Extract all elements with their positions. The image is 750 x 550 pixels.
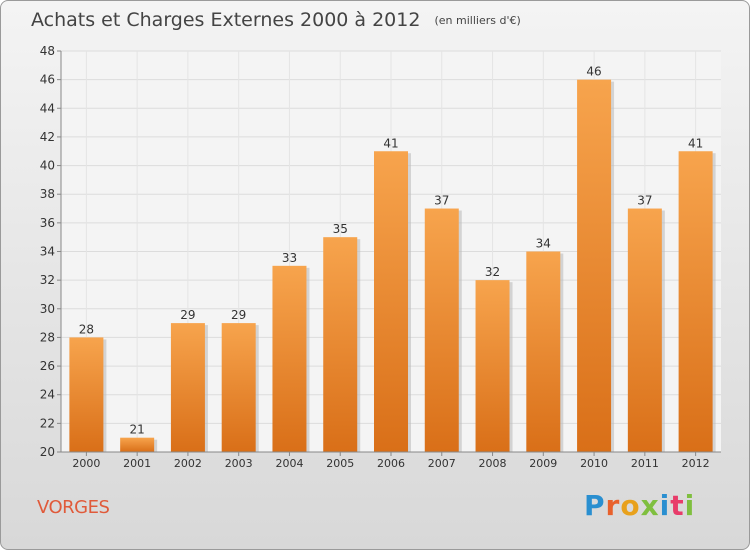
x-tick-label: 2010 (580, 457, 608, 470)
y-tick-label: 22 (40, 416, 55, 430)
place-name: VORGES (37, 497, 110, 518)
bar-2004 (272, 265, 307, 452)
logo-letter: P (584, 489, 606, 522)
value-label: 29 (231, 308, 246, 322)
value-label: 34 (536, 237, 551, 251)
logo-letter: t (670, 489, 685, 522)
y-tick-label: 46 (40, 73, 55, 87)
y-tick-label: 32 (40, 273, 55, 287)
bar-2008 (475, 280, 510, 452)
y-tick-label: 34 (40, 245, 55, 259)
y-tick-label: 30 (40, 302, 55, 316)
bar-2002 (170, 323, 205, 452)
x-tick-label: 2007 (428, 457, 456, 470)
proxiti-logo: Proxiti (584, 489, 695, 522)
x-tick-label: 2005 (326, 457, 354, 470)
y-tick-label: 38 (40, 187, 55, 201)
x-tick-label: 2012 (682, 457, 710, 470)
x-tick-label: 2009 (529, 457, 557, 470)
y-tick-label: 20 (40, 445, 55, 459)
bar-2001 (120, 437, 155, 452)
value-label: 32 (485, 265, 500, 279)
x-tick-label: 2008 (479, 457, 507, 470)
y-tick-label: 44 (40, 101, 55, 115)
x-tick-label: 2002 (174, 457, 202, 470)
logo-letter: o (620, 489, 641, 522)
value-label: 37 (434, 194, 449, 208)
x-tick-label: 2000 (72, 457, 100, 470)
y-tick-label: 48 (40, 44, 55, 58)
value-label: 35 (333, 222, 348, 236)
logo-letter: r (605, 489, 621, 522)
value-label: 28 (79, 322, 94, 336)
bar-2011 (627, 208, 662, 452)
bars: 28 21 29 29 33 35 41 37 32 34 46 37 41 (69, 65, 716, 453)
x-tick-label: 2011 (631, 457, 659, 470)
bar-2012 (678, 151, 713, 452)
bar-2005 (323, 237, 358, 452)
chart-unit: (en milliers d'€) (434, 14, 521, 27)
x-tick-label: 2004 (275, 457, 303, 470)
value-label: 33 (282, 251, 297, 265)
y-tick-label: 26 (40, 359, 55, 373)
logo-letter: x (640, 489, 660, 522)
bar-2003 (221, 323, 256, 452)
x-tick-label: 2003 (225, 457, 253, 470)
bar-2007 (424, 208, 459, 452)
chart-title: Achats et Charges Externes 2000 à 2012 (… (31, 9, 521, 31)
axes: 20 22 24 26 28 30 32 34 36 38 40 42 44 46 48 2000 2001 20… (40, 44, 721, 470)
x-tick-label: 2006 (377, 457, 405, 470)
y-tick-label: 28 (40, 330, 55, 344)
bar-2009 (526, 251, 561, 452)
y-tick-label: 42 (40, 130, 55, 144)
bar-2010 (577, 79, 612, 453)
y-tick-label: 40 (40, 159, 55, 173)
logo-letter: i (684, 489, 696, 522)
value-label: 46 (586, 65, 601, 79)
y-tick-label: 24 (40, 388, 55, 402)
value-label: 29 (180, 308, 195, 322)
value-label: 41 (383, 136, 398, 150)
x-tick-label: 2001 (123, 457, 151, 470)
bar-2000 (69, 337, 104, 452)
value-label: 21 (130, 423, 145, 437)
logo-letter: i (659, 489, 671, 522)
bar-2006 (374, 151, 408, 452)
y-tick-label: 36 (40, 216, 55, 230)
value-label: 37 (637, 194, 652, 208)
chart-title-text: Achats et Charges Externes 2000 à 2012 (31, 9, 421, 31)
value-label: 41 (688, 136, 703, 150)
